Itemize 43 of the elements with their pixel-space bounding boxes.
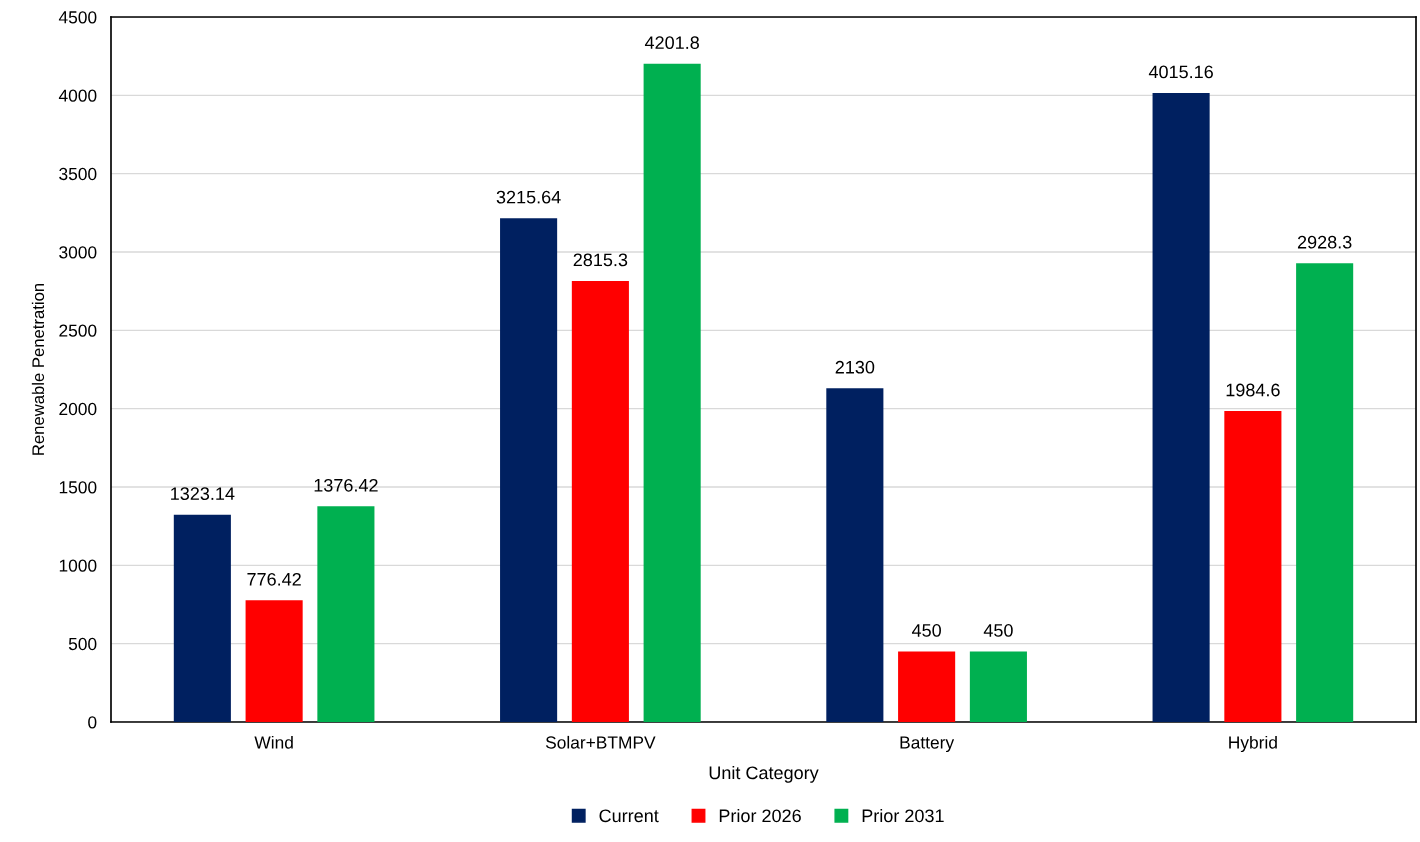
x-tick-label: Battery [900, 736, 955, 753]
bar [245, 600, 303, 722]
legend-label: Prior 2031 [862, 808, 944, 823]
x-tick-label: Wind [254, 735, 293, 749]
y-tick-label: 3000 [59, 246, 97, 259]
x-tick-label: Hybrid [1229, 735, 1277, 753]
y-tick-label: 2000 [59, 402, 97, 416]
data-label: 2130 [835, 360, 875, 374]
data-label: 2928.3 [1297, 235, 1352, 249]
y-tick-label: 500 [68, 637, 97, 651]
y-tick-label: 1000 [59, 559, 97, 572]
y-tick-label: 1500 [59, 481, 97, 494]
data-label: 450 [911, 624, 941, 637]
x-tick-label: Solar+BTMPV [545, 735, 656, 749]
data-label: 1323.14 [171, 487, 235, 501]
legend-label: Current [599, 809, 659, 823]
bar [500, 218, 558, 722]
bar [826, 388, 884, 722]
data-label: 3215.64 [496, 190, 561, 204]
bar [969, 651, 1027, 722]
data-label: 776.42 [247, 572, 301, 586]
data-label: 4201.8 [644, 36, 699, 50]
y-tick-label: 3500 [59, 167, 97, 181]
y-tick-label: 4500 [58, 11, 97, 24]
bar [173, 514, 231, 722]
data-label: 2815.3 [573, 253, 628, 267]
x-axis-title: Unit Category [709, 765, 819, 783]
data-label: 1376.42 [314, 478, 378, 492]
data-label: 4015.16 [1148, 65, 1213, 79]
bar [1224, 411, 1282, 722]
y-tick-label: 0 [88, 716, 97, 729]
y-tick-label: 2500 [59, 324, 97, 337]
bar [571, 280, 629, 722]
data-label: 450 [983, 624, 1013, 637]
legend-label: Prior 2026 [719, 808, 801, 823]
data-label: 1984.6 [1226, 383, 1280, 397]
bar [317, 506, 375, 722]
y-tick-label: 4000 [58, 89, 97, 102]
bar [1296, 263, 1354, 722]
y-axis-title: Renewable Penetration [31, 283, 45, 455]
bar [1152, 92, 1210, 722]
bar [643, 63, 701, 722]
bar [898, 651, 956, 722]
